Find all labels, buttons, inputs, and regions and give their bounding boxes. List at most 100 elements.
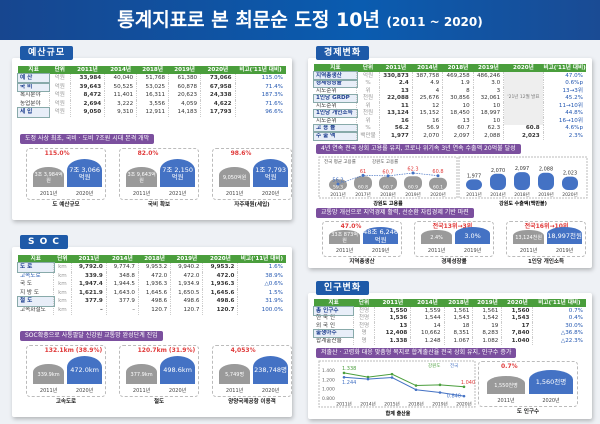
year-before: 2011년 <box>335 248 354 254</box>
cell-value: 1,550 <box>374 307 412 315</box>
comparison-caption: 경제성장률 <box>441 259 467 265</box>
economy-card: 지표 단위 2011년 2014년 2018년 2019년 2020년 비고('11년 대비)… <box>308 58 592 268</box>
cell-value: 1.248 <box>410 337 445 345</box>
row-label: 국 도 <box>18 280 54 289</box>
row-note: 0.7% <box>568 307 583 314</box>
year-after: 2021년 <box>168 191 187 197</box>
table-row: 한 국 인 천명 1,536 1,544 1,543 1,542 1,543 0.4% <box>314 314 586 322</box>
bar-after: 472.0km <box>67 356 103 384</box>
cell-value: 7,840 <box>501 329 534 337</box>
cell-value: 16 <box>412 117 444 125</box>
bar-before: 3조 9,643억원 <box>126 167 157 187</box>
bar-before: 9,050억원 <box>219 167 250 187</box>
bar-label: 2,088 <box>539 167 553 173</box>
cell-value: 60.8 <box>503 124 544 132</box>
change-label: 4,053% <box>230 347 256 354</box>
column-header: 2018년 <box>442 64 474 72</box>
y-tick: 1.000 <box>322 387 335 393</box>
cell-value: 339.9 <box>71 271 107 281</box>
cell-value: 3 <box>473 87 505 95</box>
cell-value: 472.0 <box>202 271 239 281</box>
x-tick: 2014년 <box>360 401 376 408</box>
chart-title: 강원도 수출액(백만불) <box>499 200 547 206</box>
cell-value: 10 <box>473 117 505 125</box>
row-note: 47.0% <box>565 72 583 79</box>
cell-value: km <box>53 288 72 298</box>
row-label: 고속도로 <box>18 271 54 281</box>
table-row: 국 비 억원 39,643 50,525 53,025 60,878 67,958 71.4% <box>16 81 286 93</box>
cell-value: 120.7 <box>202 305 239 315</box>
x-tick: 2017년 <box>355 191 371 198</box>
population-card: 지표 단위 2011년 2014년 2018년 2019년 2020년 비고('11년 대비)… <box>308 293 592 419</box>
point-label: 0.840 <box>447 394 461 400</box>
point-label: 1.244 <box>342 380 356 386</box>
row-label: 출생아수 <box>312 328 355 338</box>
x-tick: 2019년 <box>432 401 448 408</box>
row-label: 철 도 <box>17 296 55 307</box>
cell-value: % <box>356 79 380 87</box>
bar-label: 60.7 <box>383 185 393 191</box>
legend-label: 강원도 <box>428 362 440 369</box>
year-after: 2020년 <box>261 388 280 394</box>
cell-value: 3.0 <box>473 79 505 87</box>
cell-value: 10,662 <box>410 329 445 337</box>
bar-national <box>354 176 372 190</box>
data-point <box>462 394 466 398</box>
year-after: 2020년 <box>261 191 280 197</box>
cell-value: 1,936.3 <box>202 280 239 289</box>
cell-value: 1,650.5 <box>170 288 204 298</box>
cell-value: 1,542 <box>472 314 503 322</box>
cell-value: 1,934.9 <box>170 280 204 289</box>
economy-table: 지표 단위 2011년 2014년 2018년 2019년 2020년 비고('11년 대비)… <box>313 64 586 141</box>
column-header: 단위 <box>53 255 72 263</box>
header-row: 지표 단위 2011년 2014년 2018년 2019년 2020년 비고('11년 대비) <box>18 66 286 74</box>
column-header: 지표 <box>314 64 357 72</box>
point-label: 56.2 <box>332 177 343 183</box>
cell-value: 1.067 <box>444 337 474 345</box>
cell-value: 73,066 <box>200 74 236 83</box>
row-note: 11→10위 <box>558 102 583 109</box>
x-tick: 2011년 <box>330 191 346 198</box>
row-label: 고속화철도 <box>18 305 54 315</box>
chart-frame <box>458 156 588 199</box>
row-note: 45.2% <box>565 95 583 101</box>
x-tick: 2018년 <box>514 191 530 198</box>
year-before: 2011년 <box>427 248 446 254</box>
y-tick: 1.200 <box>322 377 335 383</box>
cell-value: 498.6 <box>202 297 239 306</box>
change-label: 120.7km (31.9%) <box>137 347 196 354</box>
column-header: 2011년 <box>70 66 105 74</box>
cell-value: 16,311 <box>136 91 170 100</box>
row-note: 16→10위 <box>558 117 583 124</box>
data-point <box>438 391 442 394</box>
data-point <box>438 383 442 387</box>
cell-value: 387,758 <box>412 72 444 80</box>
cell-value: km <box>53 271 72 281</box>
section-label-soc: S O C <box>20 235 69 249</box>
export-chart: 1,977 2011년 2,070 2014년 2,097 2018년 2,088 2019년… <box>458 156 588 206</box>
year-before: 2011년 <box>497 398 515 404</box>
cell-value: 1,944.5 <box>106 280 139 289</box>
cell-value: 4 <box>412 87 444 95</box>
bar-label: 60.8 <box>358 185 368 191</box>
cell-value: 1,643.0 <box>106 288 139 298</box>
row-label: 시도순위 <box>314 87 358 95</box>
cell-value: km <box>53 263 72 272</box>
cell-value: 14,183 <box>168 108 202 117</box>
cell-value: 377.9 <box>71 297 107 306</box>
cell-value: 50,525 <box>104 82 138 92</box>
x-tick: 2020년 <box>430 191 446 198</box>
data-point <box>462 385 466 389</box>
cell-value: 명 <box>353 337 376 345</box>
year-before: 2011년 <box>132 191 151 197</box>
cell-value: 1,560 <box>501 307 534 315</box>
column-header: 2019년 <box>473 64 504 72</box>
row-note: 13→3위 <box>562 87 583 94</box>
table-row: 복지분야 억원 8,472 11,401 16,311 20,623 24,338 187.3… <box>18 91 286 100</box>
cell-value: 32,061 <box>473 94 505 102</box>
cell-value: – <box>106 305 139 315</box>
data-point <box>414 388 418 392</box>
comparison-group: 82.0% 3조 9,643억원 7조 2,150억원 2011년 2021년 <box>119 148 199 200</box>
cell-value: 위 <box>356 117 380 125</box>
cell-value: 60.7 <box>442 124 474 132</box>
